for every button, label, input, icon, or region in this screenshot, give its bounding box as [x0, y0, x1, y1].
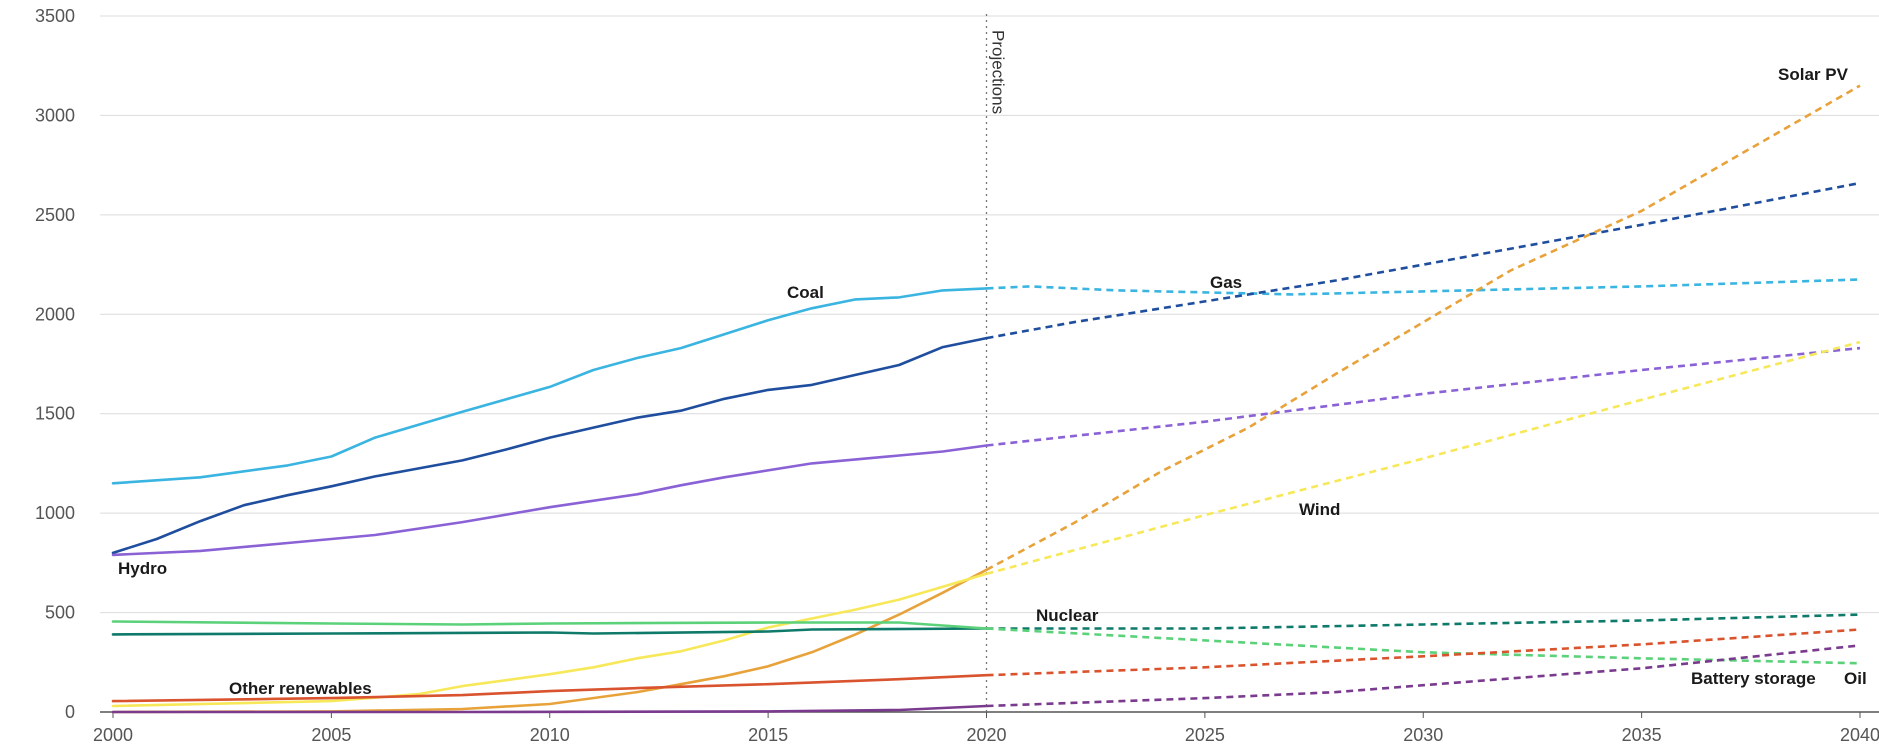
- y-tick-label: 3500: [35, 6, 75, 26]
- projection-label: Projections: [989, 30, 1008, 114]
- series-label-gas: Gas: [1210, 273, 1242, 292]
- series-label-hydro: Hydro: [118, 559, 167, 578]
- x-tick-label: 2020: [966, 725, 1006, 744]
- series-line-battery-storage-projection: [986, 627, 1861, 665]
- y-tick-label: 1000: [35, 503, 75, 523]
- series-label-wind: Wind: [1299, 500, 1340, 519]
- series-line-wind-historical: [111, 572, 988, 708]
- series-line-oil-projection: [986, 644, 1861, 708]
- series-line-other-renewables-projection: [986, 628, 1861, 677]
- series-line-gas-historical: [111, 336, 988, 555]
- series-line-hydro-projection: [986, 346, 1861, 447]
- series-group: [111, 84, 1861, 714]
- y-tick-label: 0: [65, 702, 75, 722]
- x-axis-ticks: 2000 2005 2010 2015 2020 2025 2030 2035 2040: [93, 712, 1879, 744]
- y-axis-ticks: 0 500 1000 1500 2000 2500 3000 3500: [35, 6, 75, 722]
- x-tick-label: 2000: [93, 725, 133, 744]
- y-tick-label: 500: [45, 603, 75, 623]
- series-label-oil: Oil: [1844, 669, 1867, 688]
- y-tick-label: 2500: [35, 205, 75, 225]
- x-tick-label: 2025: [1185, 725, 1225, 744]
- x-tick-label: 2035: [1622, 725, 1662, 744]
- series-line-oil-historical: [111, 704, 988, 714]
- series-line-wind-projection: [986, 340, 1861, 576]
- series-labels: Coal Gas Hydro Solar PV Wind Nuclear Bat…: [118, 65, 1867, 698]
- x-tick-label: 2030: [1403, 725, 1443, 744]
- series-line-nuclear-historical: [111, 627, 988, 636]
- series-label-battery-storage: Battery storage: [1691, 669, 1816, 688]
- x-tick-label: 2010: [530, 725, 570, 744]
- gridlines: [100, 15, 1879, 713]
- y-tick-label: 3000: [35, 105, 75, 125]
- series-line-other-renewables-historical: [111, 673, 988, 703]
- series-line-nuclear-projection: [986, 613, 1861, 630]
- series-label-coal: Coal: [787, 283, 824, 302]
- series-line-coal-projection: [986, 278, 1861, 296]
- x-tick-label: 2015: [748, 725, 788, 744]
- x-tick-label: 2005: [311, 725, 351, 744]
- series-label-solar-pv: Solar PV: [1778, 65, 1849, 84]
- series-line-gas-projection: [986, 181, 1861, 340]
- y-tick-label: 2000: [35, 304, 75, 324]
- series-line-battery-storage-historical: [111, 620, 988, 630]
- series-line-solar-pv-historical: [111, 568, 988, 714]
- series-label-nuclear: Nuclear: [1036, 606, 1099, 625]
- series-label-other-renewables: Other renewables: [229, 679, 372, 698]
- series-line-hydro-historical: [111, 444, 988, 557]
- series-line-coal-historical: [111, 287, 988, 485]
- x-tick-label: 2040: [1840, 725, 1879, 744]
- series-line-solar-pv-projection: [985, 84, 1861, 571]
- y-tick-label: 1500: [35, 404, 75, 424]
